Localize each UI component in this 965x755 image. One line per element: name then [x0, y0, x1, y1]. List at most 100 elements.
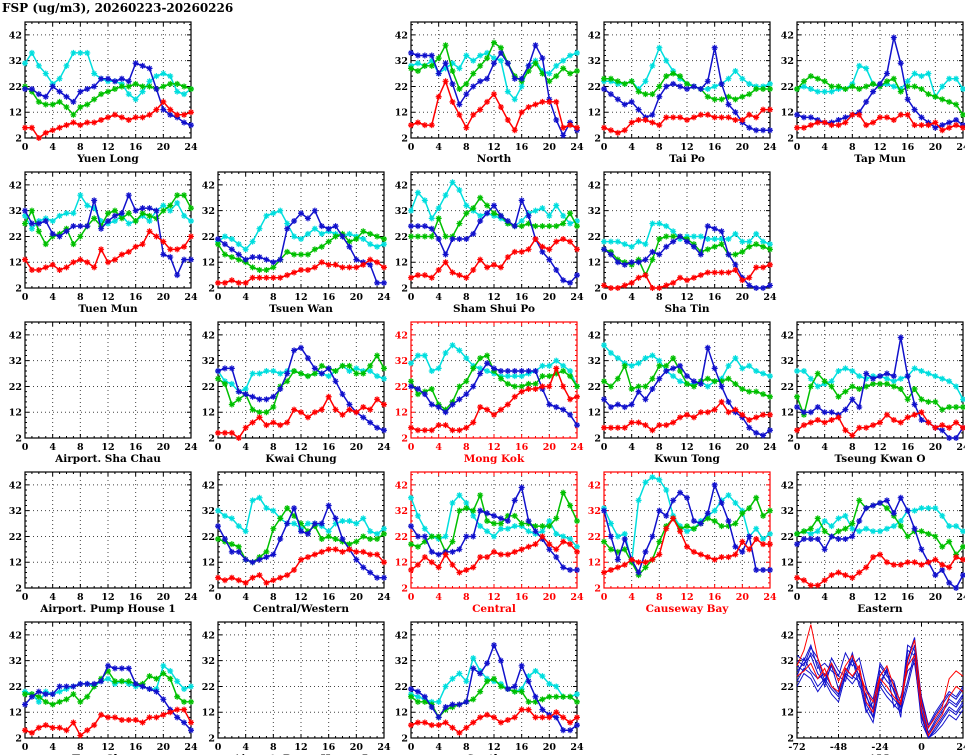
x-tick-label: 0 [794, 442, 801, 453]
y-tick-label: 2 [208, 584, 215, 595]
y-tick-label: 2 [208, 734, 215, 745]
y-tick-label: 2 [594, 284, 601, 295]
y-tick-label: 12 [202, 408, 215, 419]
y-tick-label: 32 [202, 206, 215, 217]
y-tick-label: 22 [395, 82, 408, 93]
subplot-sham-shui-po: 2 12 22 32 42 0 4 8 12 16 20 24 Sham Shui Po [395, 171, 584, 315]
x-tick-label: 20 [350, 592, 364, 603]
x-tick-label: 24 [763, 442, 777, 453]
series-line-red [22, 98, 194, 141]
y-tick-label: 42 [588, 30, 601, 41]
y-tick-label: 2 [15, 734, 22, 745]
y-tick-label: 12 [588, 258, 601, 269]
series-line-cyan [215, 494, 387, 537]
y-tick-label: 22 [588, 82, 601, 93]
x-tick-label: 0 [794, 592, 801, 603]
subplot-airport-pump-house-5: 2 12 22 32 42 0 4 8 12 16 20 24 Airport. Pump House … [202, 621, 391, 755]
grid-lines [25, 622, 191, 738]
plot-frame [410, 471, 578, 589]
x-tick-label: 20 [929, 142, 943, 153]
x-tick-label: 12 [101, 742, 114, 753]
y-tick-label: 42 [395, 330, 408, 341]
x-tick-label: 0 [408, 142, 415, 153]
series-line-red [408, 706, 580, 736]
series-line-green [408, 194, 580, 240]
subplot-tai-po: 2 12 22 32 42 0 4 8 12 16 20 24 Tai Po [588, 21, 777, 165]
grid-lines [218, 622, 384, 738]
x-tick-label: 4 [628, 442, 635, 453]
y-tick-label: 12 [781, 108, 794, 119]
subplot-north: 2 12 22 32 42 0 4 8 12 16 20 24 North [395, 21, 584, 165]
series-line-red [215, 393, 387, 441]
x-tick-label: 12 [101, 142, 114, 153]
y-tick-label: 32 [395, 206, 408, 217]
x-tick-label: 0 [215, 292, 222, 303]
y-tick-label: 32 [202, 656, 215, 667]
x-tick-label: 12 [680, 592, 693, 603]
x-tick-label: 12 [487, 442, 500, 453]
x-tick-label: 4 [242, 592, 249, 603]
plot-frame [24, 321, 192, 439]
series-line-blue [796, 649, 964, 735]
y-tick-label: 42 [781, 630, 794, 641]
series-line-blue [22, 662, 194, 734]
series-line-green [408, 489, 580, 555]
y-tick-label: 12 [395, 408, 408, 419]
y-tick-label: 22 [395, 382, 408, 393]
x-tick-label: 20 [736, 142, 750, 153]
station-label-all: ALL [868, 753, 893, 755]
x-tick-label: 12 [873, 142, 886, 153]
x-tick-label: 4 [821, 142, 828, 153]
x-tick-label: 20 [543, 142, 557, 153]
x-tick-label: 16 [515, 142, 529, 153]
page-title: FSP (ug/m3), 20260223-20260226 [2, 1, 234, 15]
x-tick-label: 4 [435, 742, 442, 753]
x-tick-label: 12 [294, 442, 307, 453]
x-tick-label: 20 [929, 442, 943, 453]
x-tick-label: 16 [129, 592, 143, 603]
series-line-green [22, 667, 194, 708]
subplot-sha-tin: 2 12 22 32 42 0 4 8 12 16 20 24 Sha Tin [588, 171, 777, 315]
x-tick-label: 4 [435, 292, 442, 303]
x-tick-label: 12 [680, 292, 693, 303]
station-label-tai-po: Tai Po [669, 153, 705, 165]
y-tick-label: 22 [781, 82, 794, 93]
x-tick-label: 4 [821, 592, 828, 603]
x-tick-label: 0 [215, 442, 222, 453]
y-tick-label: 42 [781, 480, 794, 491]
y-tick-label: 22 [202, 532, 215, 543]
y-tick-label: 22 [395, 232, 408, 243]
x-tick-label: 16 [708, 592, 722, 603]
subplot-mong-kok: 2 12 22 32 42 0 4 8 12 16 20 24 Mong Kok [395, 321, 584, 465]
y-tick-label: 32 [781, 356, 794, 367]
x-tick-label: 0 [408, 442, 415, 453]
x-tick-label: 20 [157, 442, 171, 453]
grid-lines [797, 322, 963, 438]
tick-marks [24, 472, 192, 589]
y-tick-label: 12 [202, 258, 215, 269]
y-tick-label: 42 [202, 330, 215, 341]
y-tick-label: 32 [395, 356, 408, 367]
x-tick-label: 8 [463, 292, 470, 303]
x-tick-label: 8 [463, 742, 470, 753]
tick-marks [217, 622, 385, 739]
x-tick-label: 16 [515, 292, 529, 303]
x-tick-label: 24 [184, 592, 198, 603]
y-tick-label: 42 [202, 630, 215, 641]
station-label-kwun-tong: Kwun Tong [654, 453, 720, 465]
y-tick-label: 42 [202, 180, 215, 191]
y-tick-label: 12 [202, 558, 215, 569]
x-tick-label: 16 [708, 142, 722, 153]
y-tick-label: 32 [588, 206, 601, 217]
y-tick-label: 2 [594, 434, 601, 445]
tick-marks [603, 172, 771, 289]
y-tick-label: 2 [787, 734, 794, 745]
station-label-mong-kok: Mong Kok [464, 453, 525, 465]
x-tick-label: 8 [656, 592, 663, 603]
x-tick-label: 8 [656, 142, 663, 153]
grid-lines [411, 622, 577, 738]
x-tick-label: 4 [628, 292, 635, 303]
x-tick-label: 16 [129, 742, 143, 753]
plot-frame [410, 171, 578, 289]
